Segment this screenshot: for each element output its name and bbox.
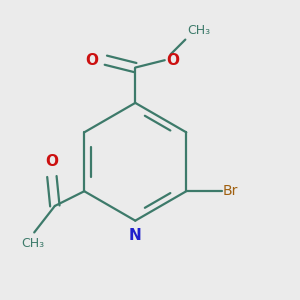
Text: N: N (129, 228, 142, 243)
Text: O: O (45, 154, 58, 169)
Text: O: O (85, 53, 98, 68)
Text: CH₃: CH₃ (21, 237, 44, 250)
Text: Br: Br (223, 184, 238, 198)
Text: O: O (166, 53, 179, 68)
Text: CH₃: CH₃ (187, 24, 210, 37)
